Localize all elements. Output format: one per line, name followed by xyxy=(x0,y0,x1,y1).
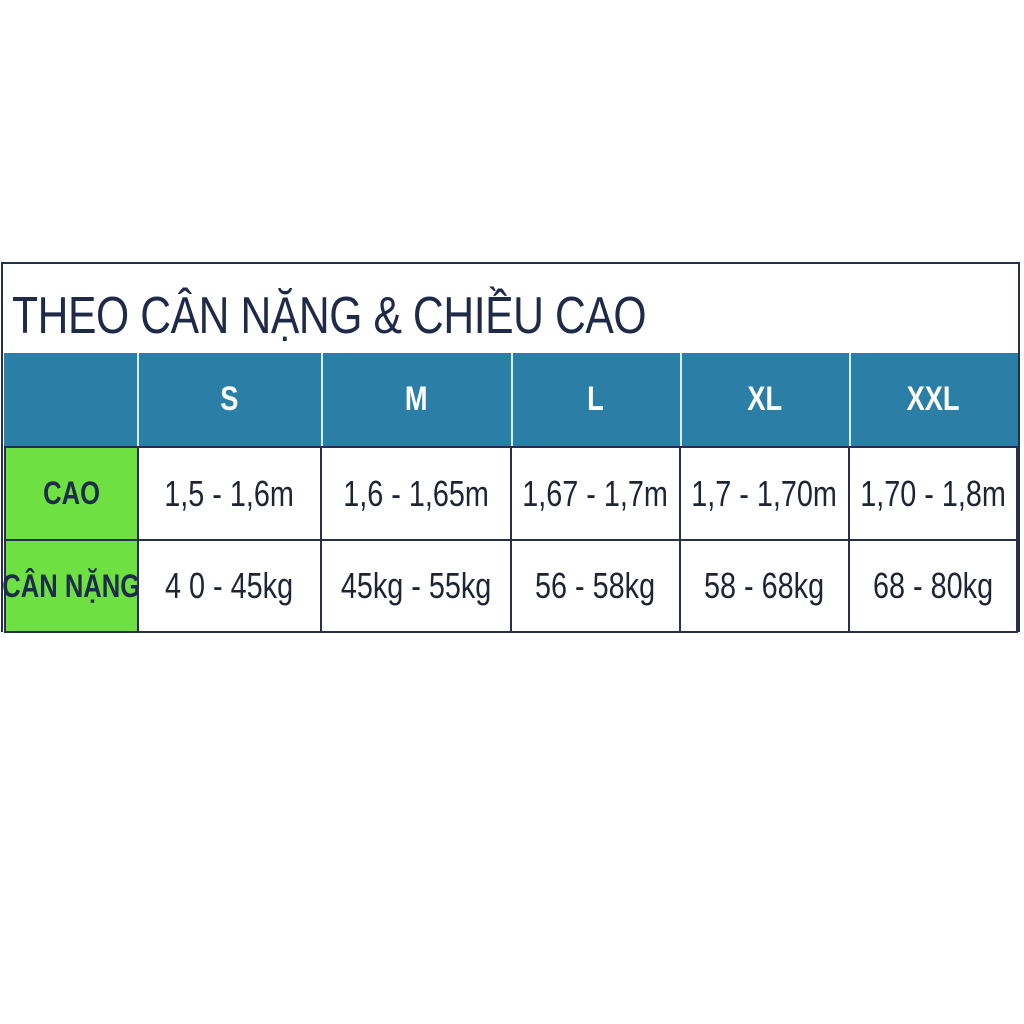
chart-title: THEO CÂN NẶNG & CHIỀU CAO xyxy=(12,287,647,345)
header-size-xxl: XXL xyxy=(848,353,1018,446)
header-size-xxl-text: XXL xyxy=(906,380,960,418)
table-cell-text: 68 - 80kg xyxy=(872,565,994,606)
table-cell: 58 - 68kg xyxy=(679,539,850,633)
row-label: CAO xyxy=(4,446,139,541)
header-size-s-text: S xyxy=(220,380,239,418)
table-cell: 1,5 - 1,6m xyxy=(137,446,322,541)
header-divider xyxy=(137,353,139,446)
table-cell: 45kg - 55kg xyxy=(320,539,512,633)
header-size-l-text: L xyxy=(587,380,604,418)
header-size-xl-text: XL xyxy=(747,380,782,418)
row-label: CÂN NẶNG xyxy=(2,539,141,633)
row-label-text: CÂN NẶNG xyxy=(2,567,141,604)
header-divider xyxy=(321,353,323,446)
header-size-l: L xyxy=(510,353,681,446)
table-cell: 4 0 - 45kg xyxy=(137,539,322,633)
header-size-m-text: M xyxy=(404,380,428,418)
table-cell-text: 1,7 - 1,70m xyxy=(691,472,838,514)
table-cell-text: 1,5 - 1,6m xyxy=(164,472,295,514)
table-cell: 1,70 - 1,8m xyxy=(848,446,1018,541)
table-cell: 1,6 - 1,65m xyxy=(320,446,512,541)
table-cell-text: 4 0 - 45kg xyxy=(165,565,294,606)
table-cell: 56 - 58kg xyxy=(510,539,681,633)
table-cell: 1,67 - 1,7m xyxy=(510,446,681,541)
header-divider xyxy=(849,353,851,446)
table-cell: 1,7 - 1,70m xyxy=(679,446,850,541)
table-cell-text: 1,70 - 1,8m xyxy=(860,472,1006,514)
table-cell-text: 45kg - 55kg xyxy=(340,565,492,606)
row-label-text: CAO xyxy=(43,475,100,511)
header-divider xyxy=(511,353,513,446)
size-chart-frame xyxy=(1,262,1020,632)
header-size-xl: XL xyxy=(679,353,850,446)
table-cell-text: 58 - 68kg xyxy=(704,565,825,606)
table-cell: 68 - 80kg xyxy=(848,539,1018,633)
table-cell-text: 1,67 - 1,7m xyxy=(522,472,669,514)
header-corner-cell xyxy=(4,353,137,446)
table-cell-text: 56 - 58kg xyxy=(535,565,656,606)
table-cell-text: 1,6 - 1,65m xyxy=(343,472,489,514)
header-size-s: S xyxy=(137,353,322,446)
header-divider xyxy=(680,353,682,446)
header-size-m: M xyxy=(320,353,512,446)
